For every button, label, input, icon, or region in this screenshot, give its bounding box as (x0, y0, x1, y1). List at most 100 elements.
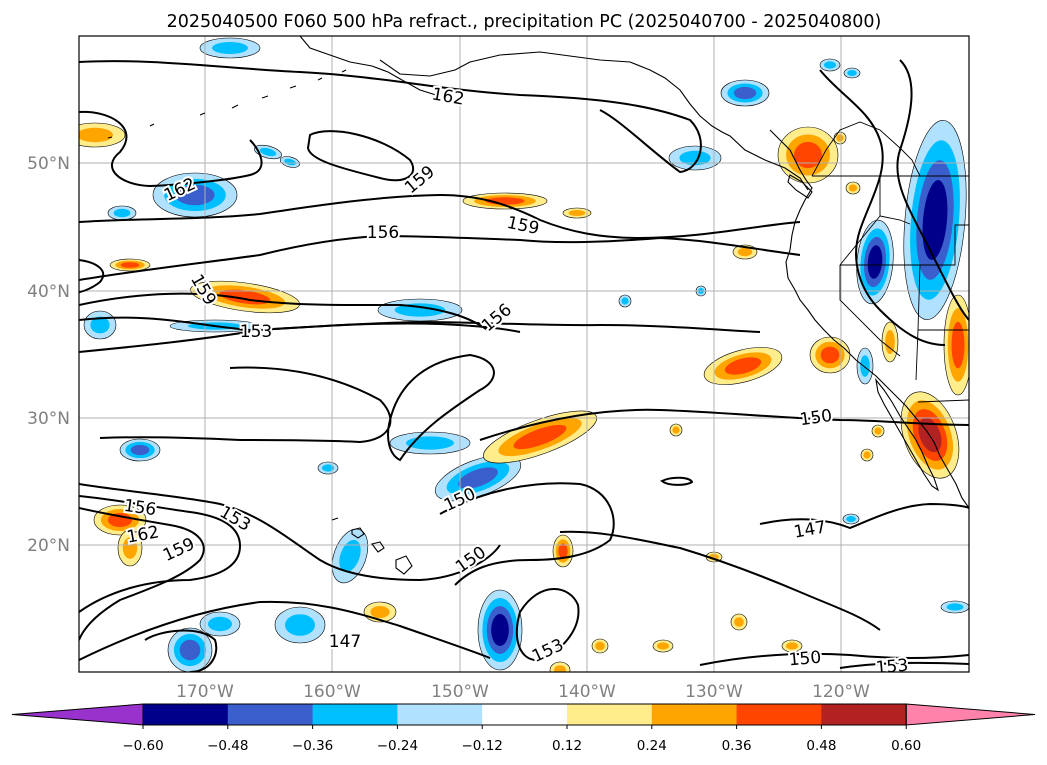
precip-cell (377, 298, 463, 322)
colorbar-segment (736, 704, 822, 725)
precip-fill-orange (672, 426, 680, 434)
precip-fill-blue (322, 464, 334, 472)
precip-cell (668, 145, 722, 171)
contour-label: 153 (875, 656, 909, 679)
precip-cell (462, 192, 548, 210)
colorbar-segment (651, 704, 738, 725)
precip-fill-blue (621, 297, 629, 305)
precip-fill-blue (212, 42, 248, 54)
precip-cell (117, 529, 143, 567)
precip-cell (93, 504, 147, 536)
precip-cell (549, 661, 571, 672)
precip-fill-orange (734, 617, 744, 627)
map-title: 2025040500 F060 500 hPa refract., precip… (167, 12, 882, 32)
precip-fill-royal (130, 444, 150, 456)
precip-fill-blue (394, 303, 446, 317)
precip-fill-orange (786, 642, 798, 650)
precip-fill-blue (679, 150, 711, 166)
precip-fill-red-orange (794, 141, 822, 169)
precip-cell (477, 589, 523, 671)
precip-cell (199, 37, 261, 59)
precip-cell (109, 258, 151, 272)
precip-cell (483, 410, 597, 464)
precip-cell (809, 336, 851, 374)
contour-label: 156 (367, 223, 399, 243)
contour-west-upper (79, 259, 105, 293)
precip-fill-blue (946, 603, 964, 611)
contour-153-lower (79, 322, 521, 353)
precip-fill-blue (285, 614, 315, 636)
baja-california (875, 378, 940, 492)
contour-label: 147 (329, 632, 361, 652)
bc-coast (769, 129, 969, 509)
map-frame (78, 35, 970, 673)
colorbar-tick-label: −0.12 (462, 738, 503, 754)
colorbar-tick-label: −0.36 (292, 738, 333, 754)
precip-fill-orange (79, 127, 113, 143)
precip-cell (274, 606, 326, 644)
colorbar-tick-label: 0.36 (722, 738, 752, 754)
hawaii-islands (331, 517, 413, 575)
contour-ridge-loop (99, 366, 392, 444)
precip-cell (79, 122, 126, 148)
colorbar-extend-min (11, 703, 144, 726)
lon-tick-label: 170°W (176, 682, 234, 702)
precip-cell (842, 513, 860, 525)
precip-cell (777, 126, 839, 184)
precip-fill-navy (867, 245, 883, 279)
state-borders (839, 176, 969, 381)
colorbar-segment (567, 704, 653, 725)
precip-fill-red-orange (120, 262, 140, 268)
precip-fill-orange (122, 537, 138, 559)
precip-cell (940, 600, 969, 614)
colorbar-segment (482, 704, 568, 725)
precip-cell (669, 423, 683, 437)
precip-cell (703, 347, 783, 385)
contour-147-east (759, 502, 969, 530)
precip-fill-orange (554, 665, 566, 672)
colorbar-segment (143, 704, 229, 725)
graticule (79, 36, 969, 672)
contour-156-mid (79, 234, 801, 281)
refractivity-contours (79, 59, 969, 672)
precip-cell (720, 79, 770, 107)
precip-cell (833, 131, 847, 145)
colorbar-tick-label: −0.60 (122, 738, 163, 754)
precip-fill-orange (737, 247, 753, 257)
precip-fill-navy (491, 614, 509, 646)
precip-fill-orange (657, 642, 669, 650)
precip-cell (119, 438, 161, 462)
contour-east-coast (896, 59, 969, 321)
precip-fill-orange (370, 606, 390, 618)
longitude-axis: 170°W 160°W 150°W 140°W 130°W 120°W (176, 682, 870, 702)
precip-cell (199, 611, 241, 637)
contour-150-loop (387, 353, 495, 462)
precip-cell (860, 448, 874, 462)
precip-fill-orange (836, 134, 844, 142)
contour-162-north (79, 60, 702, 174)
precip-cell (434, 454, 522, 502)
precip-fill-orange (848, 184, 858, 192)
latitude-axis: 50°N 40°N 30°N 20°N (27, 154, 70, 556)
precip-fill-blue (208, 616, 232, 632)
contour-153-upper (79, 316, 761, 333)
colorbar-tick-label: 0.24 (637, 738, 667, 754)
contour-small-loop (660, 476, 694, 486)
colorbar-tick-labels: −0.60 −0.48 −0.36 −0.24 −0.12 0.12 0.24 0.36 0.4… (122, 725, 921, 754)
precip-fill-red-orange (513, 424, 567, 450)
precip-fill-orange (863, 451, 871, 459)
precip-cell (389, 431, 471, 455)
lon-tick-label: 140°W (558, 682, 616, 702)
contour-label: 150 (788, 648, 822, 671)
precip-cell (562, 207, 592, 219)
precip-cell (167, 627, 213, 672)
precip-cell (107, 205, 137, 221)
precip-cell (819, 58, 841, 72)
precip-fill-blue (406, 436, 454, 450)
precip-fill-orange (568, 210, 586, 216)
precip-fill-blue (824, 61, 836, 69)
colorbar-tick-label: 0.48 (806, 738, 836, 754)
colorbar-segment (821, 704, 907, 725)
colorbar-outline (142, 703, 907, 726)
precip-cell (856, 219, 894, 305)
